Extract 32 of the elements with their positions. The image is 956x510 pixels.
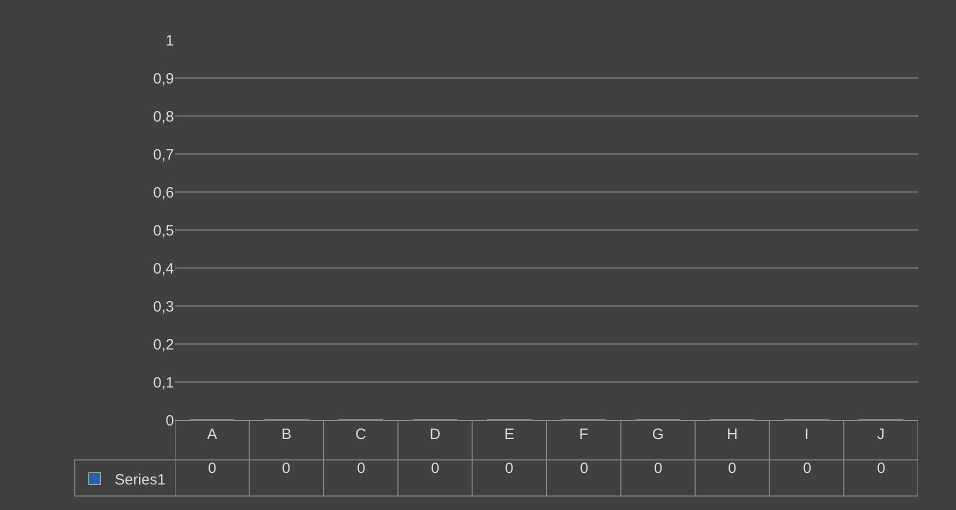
x-tick-label: J [877,426,885,443]
x-tick-label: G [652,426,664,443]
x-tick-label: E [504,426,514,443]
legend-label: Series1 [114,472,166,488]
x-tick-label: A [207,426,218,443]
data-label: 0 [282,460,290,477]
y-tick-label: 0,2 [153,336,174,354]
data-label: 0 [357,460,366,477]
y-tick-label: 0,9 [153,70,174,88]
y-tick-label: 0,3 [153,298,174,316]
x-tick-label: B [281,426,292,443]
y-tick-label: 0,4 [153,260,174,278]
data-label: 0 [505,460,514,477]
data-label: 0 [208,460,216,477]
x-tick-label: D [430,426,441,443]
y-tick-label: 0,1 [153,374,174,392]
data-label: 0 [654,460,662,477]
data-label: 0 [431,460,440,477]
data-label: 0 [803,460,812,477]
y-tick-label: 0,8 [153,108,174,126]
y-tick-label: 0,5 [153,222,174,240]
x-tick-label: H [726,426,738,443]
data-label: 0 [728,460,736,477]
y-tick-label: 0,6 [153,184,174,202]
data-label: 0 [580,460,588,477]
x-tick-label: I [804,426,809,443]
y-tick-label: 0 [166,412,174,430]
x-tick-label: C [355,426,366,443]
y-tick-label: 1 [166,32,174,50]
x-tick-label: F [579,426,588,443]
y-tick-label: 0,7 [153,146,174,164]
data-label: 0 [877,460,886,477]
